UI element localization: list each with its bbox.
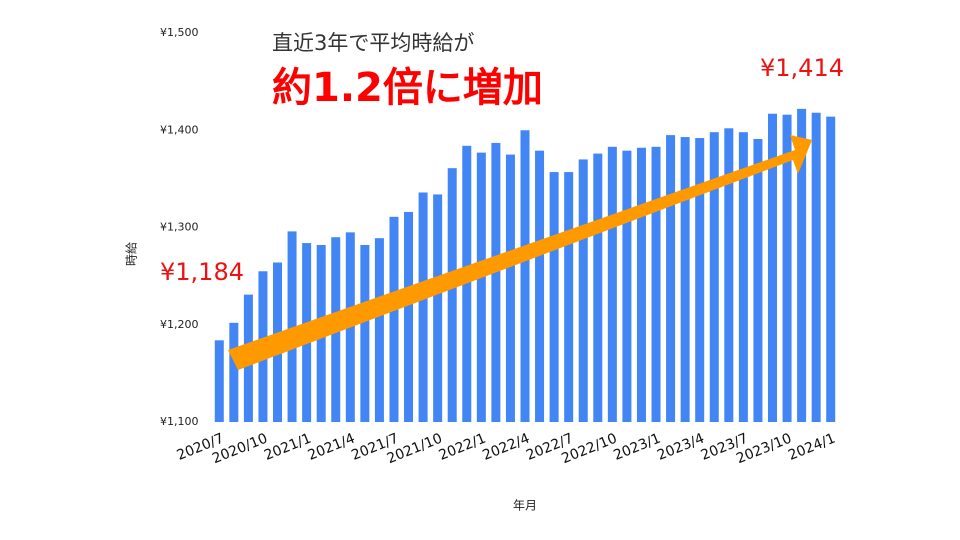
bar [709, 132, 719, 422]
bar [797, 108, 807, 422]
bar [229, 322, 239, 422]
bar [360, 245, 370, 422]
bar [767, 113, 777, 422]
x-tick-label: 2024/1 [786, 431, 838, 464]
end-annotation: ¥1,414 [760, 54, 844, 82]
headline: 直近3年で平均時給が [272, 31, 474, 55]
x-tick-label: 2022/1 [437, 431, 489, 464]
y-tick-label: ¥1,500 [160, 26, 199, 39]
x-tick-label: 2021/1 [262, 431, 314, 464]
x-axis-label: 年月 [513, 499, 537, 513]
bar [535, 150, 545, 423]
x-tick-label: 2021/4 [306, 431, 358, 464]
bar [782, 114, 792, 422]
bar [564, 172, 574, 422]
bar [680, 137, 690, 422]
bar [549, 172, 559, 422]
bar [374, 238, 384, 422]
x-tick-label: 2023/4 [655, 431, 707, 464]
bar [505, 154, 515, 422]
bar [491, 142, 501, 422]
y-tick-label: ¥1,400 [160, 123, 199, 136]
bar [593, 153, 603, 422]
bar [826, 116, 836, 422]
y-axis-label: 時給 [125, 242, 139, 266]
bar [520, 130, 530, 422]
start-annotation: ¥1,184 [160, 258, 244, 286]
x-tick-label: 2022/4 [480, 431, 532, 464]
trend-arrow [228, 135, 812, 370]
bar [724, 128, 734, 422]
bar [578, 159, 588, 423]
bar [462, 145, 472, 422]
y-tick-label: ¥1,200 [160, 318, 199, 331]
bar [214, 340, 224, 422]
headline-emphasis: 約1.2倍に増加 [272, 65, 543, 111]
x-tick-label: 2023/1 [611, 431, 663, 464]
bar [404, 211, 414, 422]
bar [287, 231, 297, 422]
bar [433, 194, 443, 422]
y-tick-label: ¥1,100 [160, 415, 199, 428]
bar [753, 139, 763, 422]
bar [447, 168, 457, 422]
bar [476, 152, 486, 422]
bar [389, 216, 399, 422]
bar [607, 146, 617, 422]
bar [622, 150, 632, 423]
y-tick-label: ¥1,300 [160, 221, 199, 234]
bar [811, 112, 821, 423]
bar [418, 192, 428, 422]
bar [651, 146, 661, 422]
bar [666, 135, 676, 423]
bar [636, 147, 646, 422]
bar [695, 138, 705, 422]
bar [738, 132, 748, 422]
